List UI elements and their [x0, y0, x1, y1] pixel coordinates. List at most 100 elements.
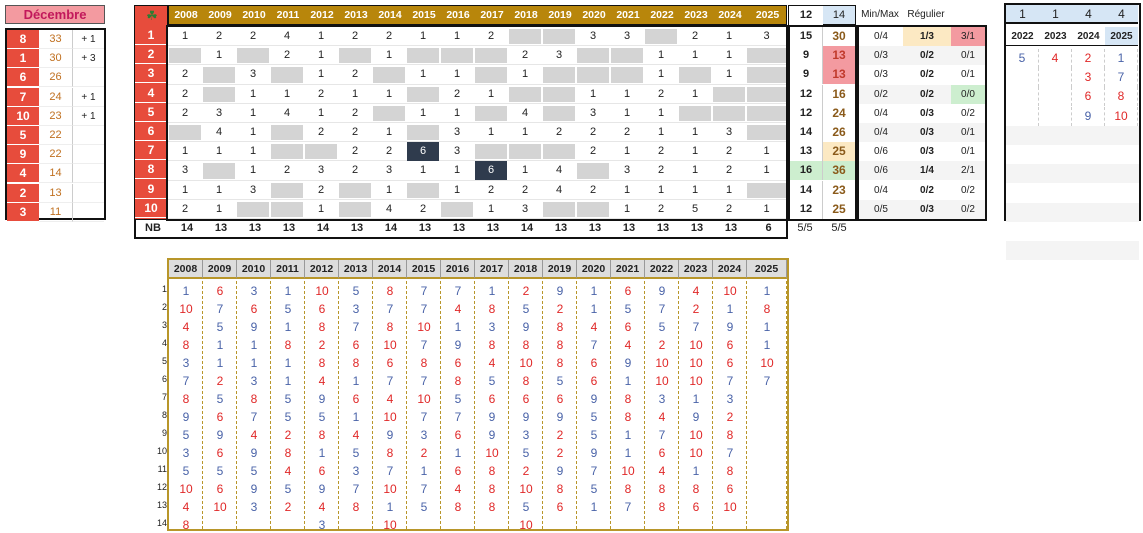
- left-rank-number: 1: [7, 49, 39, 69]
- nb-value: 14: [384, 222, 398, 234]
- bottom-cell: 5: [420, 500, 428, 514]
- minmax-value: 0/4: [874, 31, 888, 42]
- bottom-cell: 8: [556, 320, 564, 334]
- grid-cell: 1: [725, 183, 733, 196]
- left-rank-delta: + 1: [73, 88, 104, 107]
- bottom-cell: 8: [420, 356, 428, 370]
- bottom-cell: 9: [250, 446, 258, 460]
- bottom-row-label: 13: [156, 500, 167, 510]
- year-header: 2025: [755, 9, 780, 21]
- bottom-cell: 8: [318, 356, 326, 370]
- stats-count: 15: [790, 27, 823, 46]
- bottom-row-label: 10: [156, 446, 167, 456]
- bottom-cell: 8: [488, 482, 496, 496]
- bottom-col-divider: [474, 281, 475, 529]
- bottom-cell: 8: [692, 482, 700, 496]
- bottom-cell: 8: [352, 500, 360, 514]
- bottom-cell: 9: [556, 410, 564, 424]
- grid-cell-empty: [509, 86, 541, 102]
- grid-cell-empty: [747, 86, 786, 102]
- grid-cell: 1: [691, 49, 699, 62]
- grid-cell: 4: [283, 30, 291, 42]
- bottom-cell: 1: [284, 284, 292, 298]
- regulier-value: 1/4: [903, 161, 951, 181]
- bottom-cell: 10: [383, 410, 397, 424]
- bottom-col-divider: [236, 281, 237, 529]
- bottom-cell: 3: [250, 374, 258, 388]
- left-rank-delta: + 3: [73, 49, 104, 69]
- bottom-year-header: 2025: [747, 260, 787, 279]
- grid-cell: 2: [419, 202, 427, 215]
- year-header: 2016: [446, 9, 470, 21]
- bottom-cell: 4: [454, 482, 462, 496]
- grid-cell-empty: [441, 201, 473, 217]
- bottom-cell: 6: [454, 356, 462, 370]
- year-header-bar: ☘ 2008 2009 2010 2011 2012 2013 2014 2015 2016 201…: [146, 5, 787, 25]
- bottom-row-label: 4: [161, 338, 167, 348]
- bottom-year-header: 2017: [475, 260, 509, 279]
- grid-cell: 1: [215, 183, 223, 196]
- grid-cell-empty: [475, 67, 507, 83]
- grid-row-label: 7: [135, 141, 167, 161]
- grid-cell-empty: [747, 125, 786, 141]
- grid-cell: 1: [453, 106, 461, 119]
- left-rank-value: 13: [39, 183, 73, 203]
- bottom-cell: 4: [318, 500, 326, 514]
- grid-cell: 4: [555, 183, 563, 196]
- bottom-col-divider: [372, 281, 373, 529]
- bottom-row-label: 12: [156, 482, 167, 492]
- bottom-cell: 9: [522, 320, 530, 334]
- bottom-cell: 1: [488, 284, 496, 298]
- grid-cell: 1: [453, 164, 461, 177]
- bottom-cell: 5: [454, 392, 462, 406]
- bottom-cell: 5: [182, 464, 190, 478]
- grid-cell: 3: [521, 202, 529, 215]
- bottom-cell: 7: [763, 374, 771, 388]
- left-rank-value: 22: [39, 126, 73, 145]
- grid-cell-empty: [713, 105, 745, 121]
- bottom-cell: 1: [250, 356, 258, 370]
- grid-cell: 2: [657, 202, 665, 215]
- bottom-cell: 8: [556, 356, 564, 370]
- bottom-cell: 5: [556, 374, 564, 388]
- month-header: Décembre: [5, 5, 105, 24]
- nb-value: 13: [690, 222, 704, 234]
- bottom-cell: 3: [250, 500, 258, 514]
- grid-cell: 1: [317, 49, 325, 62]
- stats-total: 13: [823, 46, 855, 66]
- ratio-value: 0/0: [951, 84, 985, 104]
- right-band: [1006, 260, 1139, 279]
- bottom-cell: 10: [655, 374, 669, 388]
- bottom-year-header: 2020: [577, 260, 611, 279]
- bottom-cell: 4: [352, 428, 360, 442]
- bottom-cell: 7: [352, 320, 360, 334]
- bottom-cell: 6: [250, 302, 258, 316]
- bottom-cell: 10: [383, 338, 397, 352]
- bottom-cell: 6: [726, 338, 734, 352]
- bottom-cell: 3: [250, 284, 258, 298]
- right-cell: 6: [1072, 87, 1105, 107]
- bottom-cell: 6: [556, 392, 564, 406]
- grid-cell: 1: [317, 202, 325, 215]
- bottom-cell: 4: [284, 464, 292, 478]
- grid-cell: 2: [521, 49, 529, 62]
- grid-cell-empty: [407, 48, 439, 64]
- bottom-cell: 5: [250, 464, 258, 478]
- minmax-table: 0/4 1/3 3/1 0/3 0/2 0/1 0/3 0/2 0/1 0/2 0/2 0/0 0/4 0…: [857, 25, 987, 221]
- bottom-row-label: 5: [161, 356, 167, 366]
- bottom-cell: 1: [318, 446, 326, 460]
- minmax-value: 0/6: [859, 161, 903, 181]
- year-header: 2013: [344, 9, 368, 21]
- grid-cell-empty: [203, 163, 235, 179]
- bottom-cell: 1: [216, 356, 224, 370]
- regulier-value: 0/2: [903, 84, 951, 104]
- bottom-cell: 7: [420, 302, 428, 316]
- rank-column: 1 2 3 4 5 6 7 8 9 10: [134, 5, 168, 220]
- grid-row-line: [168, 45, 786, 47]
- grid-cell: 1: [691, 164, 699, 177]
- right-cell: 7: [1105, 68, 1138, 88]
- bottom-cell: 8: [352, 356, 360, 370]
- bottom-cell: 8: [726, 428, 734, 442]
- grid-cell: 1: [487, 126, 495, 138]
- grid-cell-empty: [271, 201, 303, 217]
